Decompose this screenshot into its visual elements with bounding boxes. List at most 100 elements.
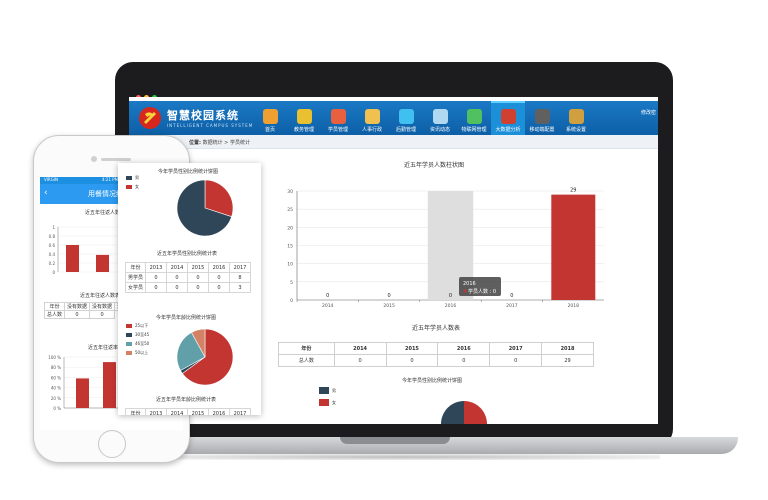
mobile-config-icon — [534, 109, 550, 124]
nav-label: 人事行政 — [361, 127, 382, 133]
tooltip-bg — [459, 277, 501, 296]
nav-label: 系统设置 — [565, 127, 586, 133]
phone-nav-title: 用餐情况统 — [88, 190, 123, 198]
breadcrumb: 位置: 数据统计 > 学员统计 — [129, 135, 658, 149]
legend-swatch — [126, 185, 132, 189]
table-row: 总人数 0 0 — [43, 310, 140, 319]
legend-label: 男 — [332, 387, 336, 393]
bar[interactable] — [96, 254, 109, 272]
y-tick-label: 0 — [290, 298, 293, 304]
table-header-row: 年份 2014 2015 2016 2017 2018 — [278, 342, 594, 355]
age-legend-item[interactable]: 25以下 — [126, 323, 148, 329]
nav-label: 学员管理 — [327, 127, 348, 133]
x-tick-label: 2014 — [322, 303, 334, 309]
home-icon — [262, 109, 278, 124]
app-header: 智慧校园系统 INTELLIGENT CAMPUS SYSTEM 首页 教务管理 学… — [129, 101, 658, 135]
nav-label: 首页 — [264, 127, 275, 133]
legend-label: 30至45 — [135, 332, 150, 337]
speaker-icon — [101, 158, 131, 161]
pie-slice-female[interactable] — [204, 179, 234, 218]
teaching-icon — [296, 109, 312, 124]
y-tick-label: 10 — [287, 262, 293, 268]
legend-swatch — [126, 324, 132, 328]
bar-value-label: 29 — [570, 188, 576, 194]
pie-slice-under-25[interactable] — [181, 328, 234, 386]
age-pie-chart — [176, 328, 234, 386]
app-title: 智慧校园系统 — [167, 109, 239, 122]
legend-swatch — [126, 342, 132, 346]
legend-female[interactable]: 女 — [319, 399, 336, 406]
pie-slice-over-50[interactable] — [191, 328, 206, 358]
y-tick-label: 100 % — [48, 355, 61, 360]
home-button[interactable] — [98, 430, 126, 458]
nav-item-settings[interactable]: 系统设置 — [559, 101, 593, 135]
main-nav: 首页 教务管理 学员管理 人事行政 后勤管理 资讯动态 物联网管理 大数据分析 移动端配置 系统设… — [253, 101, 593, 135]
nav-item-mobile-config[interactable]: 移动端配置 — [525, 101, 559, 135]
age-legend-item[interactable]: 46至50 — [126, 341, 149, 347]
table-header-row: 年份 2013 2014 2015 2016 2017 — [125, 408, 251, 415]
pie-slice-male[interactable] — [441, 401, 464, 424]
y-tick-label: 0.8 — [49, 234, 56, 239]
phone-count-chart: 1 0.8 0.6 0.4 0.2 0 — [49, 225, 140, 275]
nav-item-news[interactable]: 资讯动态 — [423, 101, 457, 135]
table-row: 女学员 0 0 0 0 3 — [125, 282, 251, 293]
y-tick-label: 0 % — [53, 406, 61, 411]
legend-female[interactable]: 女 — [126, 184, 139, 190]
y-tick-label: 0.2 — [49, 261, 56, 266]
nav-item-bigdata[interactable]: 大数据分析 — [491, 101, 525, 135]
legend-male[interactable]: 男 — [126, 175, 139, 181]
bar-2018[interactable] — [551, 194, 596, 300]
gender-pie-title: 今年学员性别比例统计饼图 — [158, 169, 219, 175]
tooltip-year: 2016 — [463, 281, 476, 287]
nav-item-home[interactable]: 首页 — [253, 101, 287, 135]
legend-swatch — [126, 351, 132, 355]
status-time: 4:21 PM — [102, 177, 119, 182]
legend-label: 50以上 — [135, 350, 149, 355]
nav-item-iot[interactable]: 物联网管理 — [457, 101, 491, 135]
legend-swatch — [126, 176, 132, 180]
bar[interactable] — [103, 362, 116, 408]
gender-table: 年份 2013 2014 2015 2016 2017 男学员 0 0 0 0 8 女学员 0 0 0 0 3 — [125, 262, 251, 293]
legend-swatch — [319, 387, 329, 394]
gender-table-title: 近五年学员性别比例统计表 — [157, 251, 218, 257]
nav-label: 教务管理 — [293, 127, 314, 133]
breadcrumb-path[interactable]: 数据统计 > 学员统计 — [202, 140, 250, 146]
bar-chart-title: 近五年学员人数柱状图 — [404, 162, 465, 169]
nav-item-logistics[interactable]: 后勤管理 — [389, 101, 423, 135]
nav-item-personnel[interactable]: 人事行政 — [355, 101, 389, 135]
age-pie-title: 今年学员年龄比例统计饼图 — [156, 315, 217, 321]
age-table: 年份 2013 2014 2015 2016 2017 — [125, 408, 251, 415]
legend-male[interactable]: 男 — [319, 387, 336, 394]
age-table-title: 近五年学员年龄比例统计表 — [156, 397, 217, 403]
y-tick-label: 40 % — [51, 386, 61, 391]
table-cell: 0 — [385, 354, 439, 367]
change-password-link[interactable]: 修改密 — [640, 110, 656, 116]
table-cell: 0 — [89, 310, 116, 319]
back-chevron-icon[interactable]: ‹ — [44, 188, 48, 198]
table-cell: 总人数 — [43, 310, 66, 319]
pie-slice-46-50[interactable] — [176, 332, 206, 371]
x-tick-label: 2015 — [383, 303, 395, 309]
nav-item-students[interactable]: 学员管理 — [321, 101, 355, 135]
age-legend-item[interactable]: 30至45 — [126, 332, 149, 338]
tooltip-dot-icon — [463, 289, 467, 293]
y-tick-label: 15 — [287, 244, 293, 250]
y-tick-label: 60 % — [51, 375, 61, 380]
table-cell: 2013 — [145, 408, 167, 415]
legend-label: 男 — [135, 175, 139, 180]
phone-chart1-title: 近五年往返人数 — [85, 210, 121, 216]
table-cell: 年份 — [125, 408, 146, 415]
personnel-icon — [364, 109, 380, 124]
age-legend-item[interactable]: 50以上 — [126, 350, 148, 356]
bar[interactable] — [66, 245, 79, 272]
pie-slice-female[interactable] — [464, 401, 487, 424]
pie-slice-male[interactable] — [176, 179, 233, 237]
x-tick-label: 2017 — [506, 303, 518, 309]
nav-label: 大数据分析 — [495, 127, 521, 133]
gender-pie-chart — [176, 179, 234, 237]
phone-table-title: 近五年往返人数表 — [80, 293, 121, 299]
nav-item-teaching[interactable]: 教务管理 — [287, 101, 321, 135]
bar[interactable] — [76, 378, 89, 408]
legend-label: 46至50 — [135, 341, 150, 346]
stats-card: 今年学员性别比例统计饼图 男 女 近五年学员性别比例统计表 年份 2013 2014… — [118, 163, 261, 415]
